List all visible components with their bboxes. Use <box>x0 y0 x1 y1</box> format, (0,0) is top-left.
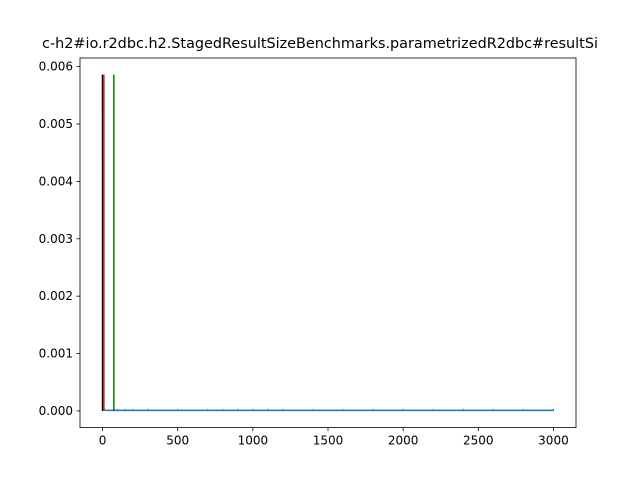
x-tick-label: 3000 <box>538 434 569 448</box>
plot-area <box>101 74 554 412</box>
y-tick-label: 0.002 <box>39 289 73 303</box>
chart-title: c-h2#io.r2dbc.h2.StagedResultSizeBenchma… <box>42 36 598 52</box>
y-tick-label: 0.003 <box>39 232 73 246</box>
x-tick-label: 1500 <box>313 434 344 448</box>
x-tick-label: 2000 <box>388 434 419 448</box>
y-tick-label: 0.000 <box>39 404 73 418</box>
y-tick-label: 0.004 <box>39 174 73 188</box>
axes-frame <box>79 57 577 429</box>
x-tick-label: 500 <box>166 434 189 448</box>
x-axis: 0 500 1000 1500 2000 2500 3000 <box>99 427 569 448</box>
y-tick-label: 0.001 <box>39 347 73 361</box>
series-line <box>101 74 554 412</box>
y-tick-label: 0.006 <box>39 60 73 74</box>
x-tick-label: 0 <box>99 434 107 448</box>
x-tick-label: 1000 <box>238 434 269 448</box>
y-axis: 0.000 0.001 0.002 0.003 0.004 0.005 0.006 <box>39 60 80 418</box>
x-tick-label: 2500 <box>463 434 494 448</box>
y-tick-label: 0.005 <box>39 117 73 131</box>
